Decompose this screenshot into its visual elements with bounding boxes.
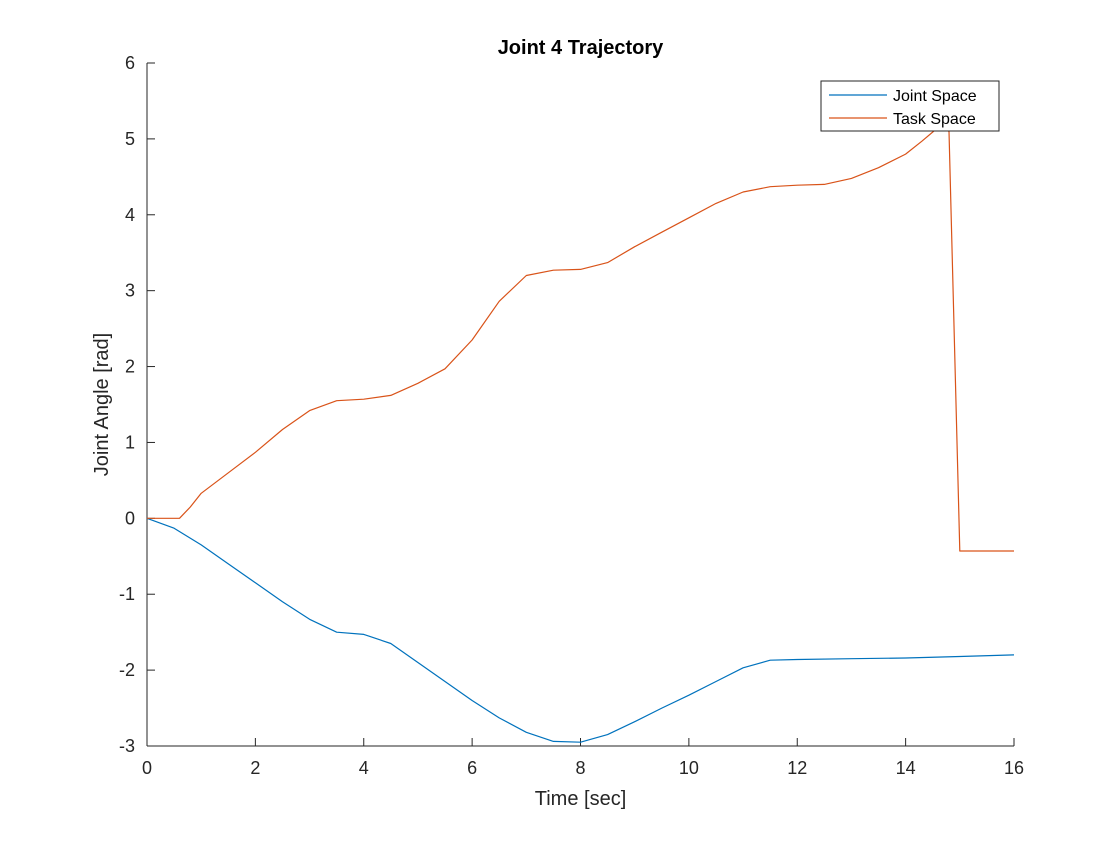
x-tick-label: 4 — [359, 758, 369, 778]
y-tick-label: 2 — [125, 357, 135, 377]
x-tick-label: 0 — [142, 758, 152, 778]
series-line-task-space — [147, 126, 1014, 552]
y-tick-label: 3 — [125, 281, 135, 301]
legend-label: Task Space — [893, 111, 976, 128]
y-tick-label: -3 — [119, 736, 135, 756]
series-layer — [146, 126, 1015, 743]
y-tick-label: 5 — [125, 129, 135, 149]
legend-item-joint-space[interactable]: Joint Space — [829, 88, 977, 105]
y-tick-label: 6 — [125, 53, 135, 73]
x-tick-label: 16 — [1004, 758, 1024, 778]
y-tick-label: 4 — [125, 205, 135, 225]
x-tick-label: 10 — [679, 758, 699, 778]
x-tick-label: 12 — [787, 758, 807, 778]
legend-item-task-space[interactable]: Task Space — [829, 111, 976, 128]
y-tick-label: 1 — [125, 432, 135, 452]
x-tick-label: 8 — [575, 758, 585, 778]
series-line-joint-space — [146, 517, 1015, 743]
legend-box — [820, 80, 1000, 132]
legend[interactable]: Joint Space Task Space — [820, 80, 1000, 132]
y-tick-label: -2 — [119, 660, 135, 680]
x-axis-title: Time [sec] — [535, 788, 627, 810]
x-tick-label: 14 — [896, 758, 916, 778]
y-tick-label: -1 — [119, 584, 135, 604]
x-tick-label: 6 — [467, 758, 477, 778]
x-tick-label: 2 — [250, 758, 260, 778]
chart-title: Joint 4 Trajectory — [498, 37, 664, 59]
legend-label: Joint Space — [893, 88, 977, 105]
y-tick-label: 0 — [125, 508, 135, 528]
y-axis-title: Joint Angle [rad] — [91, 333, 113, 476]
